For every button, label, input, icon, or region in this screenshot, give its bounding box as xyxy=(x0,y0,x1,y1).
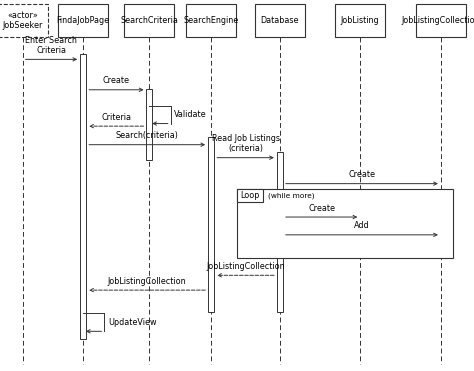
Text: Validate: Validate xyxy=(174,110,207,119)
Text: «actor»
JobSeeker: «actor» JobSeeker xyxy=(2,11,43,30)
Text: SearchCriteria: SearchCriteria xyxy=(120,16,178,25)
Bar xyxy=(80,54,86,339)
Bar xyxy=(208,137,214,312)
Text: Create: Create xyxy=(308,204,335,213)
Text: JobListingCollection: JobListingCollection xyxy=(401,16,474,25)
Text: Enter Search
Criteria: Enter Search Criteria xyxy=(26,36,77,55)
Text: SearchEngine: SearchEngine xyxy=(183,16,238,25)
Text: Read Job Listings
(criteria): Read Job Listings (criteria) xyxy=(211,134,280,153)
Text: (while more): (while more) xyxy=(268,193,314,199)
Bar xyxy=(186,4,236,37)
Text: Create: Create xyxy=(103,76,130,85)
Bar xyxy=(255,4,304,37)
Text: UpdateView: UpdateView xyxy=(108,318,156,327)
Text: FindaJobPage: FindaJobPage xyxy=(56,16,109,25)
Text: Database: Database xyxy=(260,16,299,25)
Text: Add: Add xyxy=(354,221,370,230)
Text: JobListingCollection: JobListingCollection xyxy=(108,277,186,286)
Text: Criteria: Criteria xyxy=(101,113,131,122)
Bar xyxy=(124,4,174,37)
Text: Create: Create xyxy=(348,170,375,179)
Bar xyxy=(0,4,47,37)
Text: Loop: Loop xyxy=(240,191,260,200)
Text: JobListing: JobListing xyxy=(341,16,380,25)
Bar xyxy=(58,4,108,37)
Bar xyxy=(146,89,152,160)
Bar xyxy=(237,189,453,258)
Text: Search(criteria): Search(criteria) xyxy=(116,131,179,140)
Bar xyxy=(237,189,263,202)
Bar xyxy=(336,4,385,37)
Text: JobListingCollection: JobListingCollection xyxy=(206,262,285,271)
Bar xyxy=(277,152,283,312)
Bar xyxy=(416,4,465,37)
